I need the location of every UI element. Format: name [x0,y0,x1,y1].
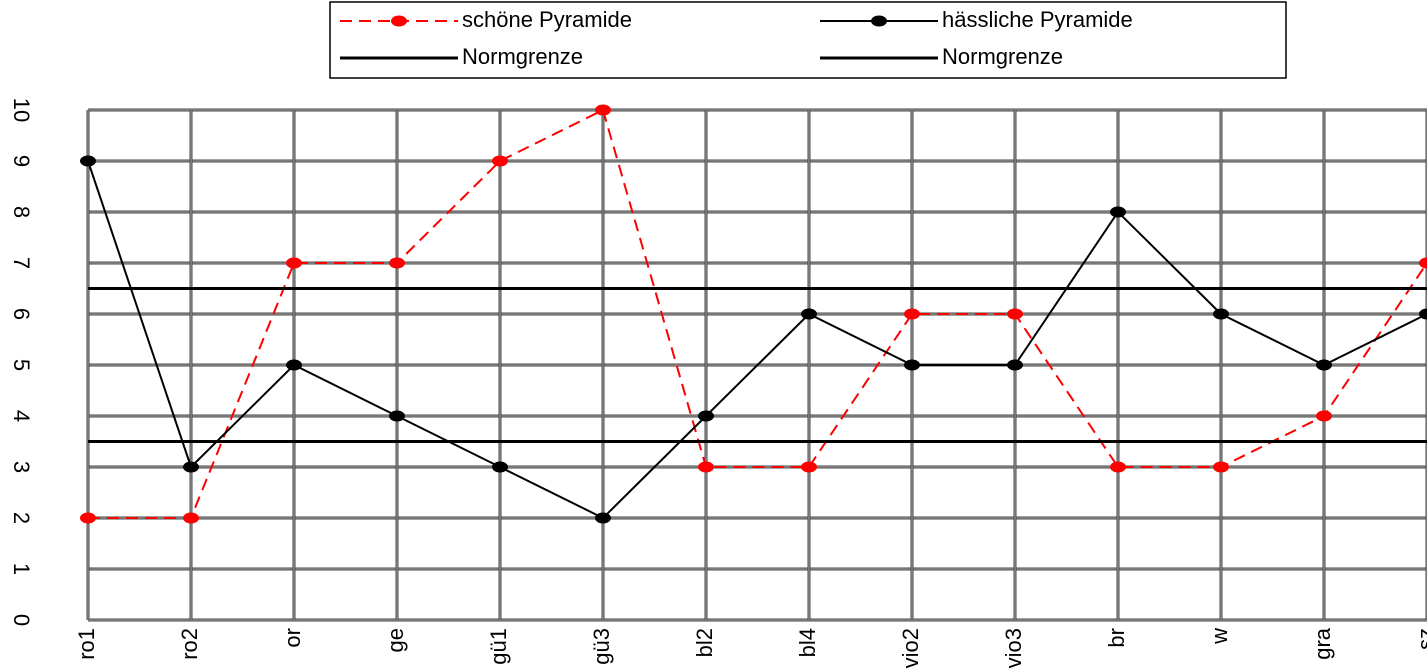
series-marker [492,155,508,167]
series-marker [183,512,199,524]
y-tick-label: 6 [9,308,34,320]
series-marker [1316,410,1332,422]
x-tick-label: gü3 [589,628,614,665]
series-marker [595,104,611,116]
y-tick-label: 9 [9,155,34,167]
legend-label: Normgrenze [942,44,1063,69]
x-tick-label: vio3 [1001,628,1026,668]
series-marker [1213,461,1229,473]
y-tick-label: 8 [9,206,34,218]
series-marker [1213,308,1229,320]
legend-label: hässliche Pyramide [942,7,1133,32]
x-tick-label: ro1 [74,628,99,660]
y-tick-label: 3 [9,461,34,473]
series-marker [698,410,714,422]
legend-box [329,1,1287,79]
y-tick-label: 2 [9,512,34,524]
y-tick-label: 0 [9,614,34,626]
x-tick-label: br [1104,628,1129,648]
series-marker [183,461,199,473]
y-tick-label: 7 [9,257,34,269]
series-marker [1316,359,1332,371]
x-tick-label: gra [1310,627,1335,660]
legend-label: Normgrenze [462,44,583,69]
series-marker [80,512,96,524]
series-marker [904,308,920,320]
series-marker [595,512,611,524]
x-tick-label: gü1 [486,628,511,665]
series-line [87,160,1427,520]
y-tick-label: 4 [9,410,34,422]
series-marker [389,410,405,422]
series-line [88,108,1427,519]
series-marker [389,257,405,269]
x-tick-label: or [280,628,305,648]
y-tick-label: 10 [9,98,34,122]
series-marker [801,461,817,473]
x-tick-label: bl4 [795,628,820,657]
x-tick-label: ge [383,628,408,652]
series-marker [80,155,96,167]
series-marker [286,359,302,371]
legend-marker [391,15,407,27]
series-marker [1007,308,1023,320]
x-tick-label: sz [1413,628,1427,650]
series-marker [286,257,302,269]
legend-marker [871,15,887,27]
x-tick-label: bl2 [692,628,717,657]
series-marker [1419,308,1427,320]
x-tick-label: ro2 [177,628,202,660]
series-marker [492,461,508,473]
legend-label: schöne Pyramide [462,7,632,32]
x-tick-label: vio2 [898,628,923,668]
series-marker [1007,359,1023,371]
series-marker [698,461,714,473]
series-marker [801,308,817,320]
y-tick-label: 1 [9,563,34,575]
x-tick-label: w [1207,628,1232,645]
y-tick-label: 5 [9,359,34,371]
series-marker [1419,257,1427,269]
series-marker [904,359,920,371]
series-marker [1110,206,1126,218]
series-marker [1110,461,1126,473]
